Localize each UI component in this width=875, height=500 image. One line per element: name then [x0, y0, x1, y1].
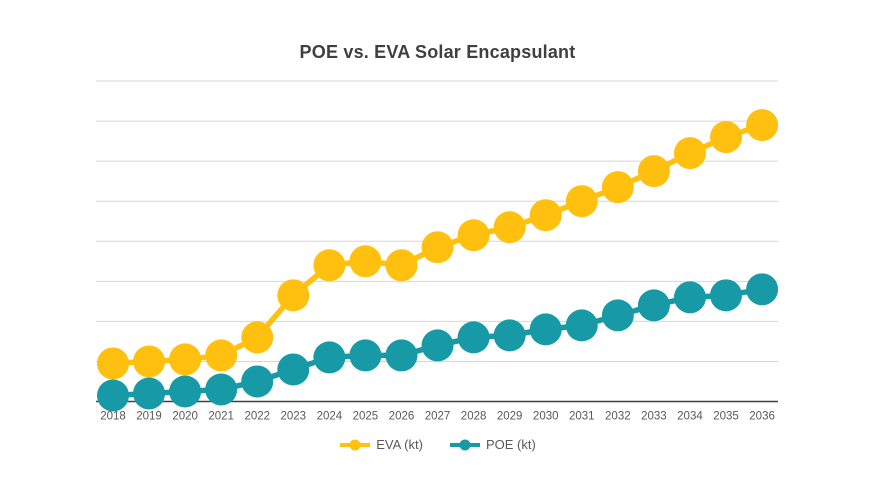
data-point-marker — [565, 185, 598, 218]
data-point-marker — [277, 353, 310, 386]
x-tick-label: 2025 — [353, 411, 379, 423]
data-point-marker — [601, 171, 634, 204]
eva-legend-marker-icon — [340, 439, 371, 450]
x-tick-label: 2022 — [244, 411, 270, 423]
x-tick-label: 2021 — [208, 411, 234, 423]
data-point-marker — [385, 249, 418, 282]
data-point-marker — [349, 339, 382, 372]
data-point-marker — [97, 379, 129, 412]
data-point-marker — [529, 199, 562, 232]
legend-item-poe: POE (kt) — [449, 437, 536, 452]
x-tick-label: 2028 — [461, 411, 487, 423]
data-point-marker — [241, 365, 274, 398]
data-point-marker — [637, 289, 670, 322]
gridlines — [96, 80, 778, 362]
data-point-marker — [710, 121, 743, 154]
data-point-marker — [673, 281, 706, 314]
data-point-marker — [205, 339, 238, 372]
data-point-marker — [313, 341, 346, 374]
data-point-marker — [493, 319, 526, 352]
chart-legend: EVA (kt) POE (kt) — [0, 437, 875, 452]
x-tick-label: 2024 — [317, 411, 343, 423]
x-tick-label: 2029 — [497, 411, 523, 423]
x-axis-labels: 2018 2019 2020 2021 2022 2023 2024 2025 2026 2027… — [100, 411, 775, 423]
data-point-marker — [529, 313, 562, 346]
data-point-marker — [457, 321, 490, 354]
series-eva — [97, 109, 779, 380]
data-point-marker — [313, 249, 346, 282]
data-point-marker — [637, 155, 670, 188]
poe-legend-marker-icon — [449, 439, 480, 450]
data-point-marker — [169, 375, 202, 408]
chart-title: POE vs. EVA Solar Encapsulant — [299, 42, 576, 62]
data-point-marker — [565, 309, 598, 342]
data-point-marker — [169, 343, 202, 376]
data-point-marker — [493, 211, 526, 244]
x-tick-label: 2034 — [677, 411, 703, 423]
data-point-marker — [133, 345, 166, 378]
x-tick-label: 2036 — [749, 411, 775, 423]
data-point-marker — [277, 279, 310, 312]
legend-item-eva: EVA (kt) — [339, 437, 423, 452]
data-point-marker — [746, 109, 779, 142]
data-point-marker — [97, 347, 129, 380]
data-point-marker — [385, 339, 418, 372]
x-tick-label: 2027 — [425, 411, 451, 423]
data-point-marker — [710, 279, 743, 312]
legend-label-eva: EVA (kt) — [376, 437, 423, 452]
x-tick-label: 2032 — [605, 411, 631, 423]
x-tick-label: 2020 — [172, 411, 198, 423]
x-tick-label: 2018 — [100, 411, 126, 423]
x-tick-label: 2033 — [641, 411, 667, 423]
data-point-marker — [457, 219, 490, 252]
data-point-marker — [133, 377, 166, 410]
x-tick-label: 2030 — [533, 411, 559, 423]
x-tick-label: 2035 — [713, 411, 739, 423]
data-point-marker — [241, 321, 274, 354]
x-tick-label: 2019 — [136, 411, 162, 423]
data-point-marker — [205, 373, 238, 406]
data-point-marker — [421, 231, 454, 264]
data-point-marker — [746, 273, 779, 306]
data-point-marker — [673, 137, 706, 170]
series-poe — [97, 273, 779, 412]
x-tick-label: 2023 — [281, 411, 307, 423]
data-point-marker — [349, 245, 382, 278]
legend-label-poe: POE (kt) — [485, 437, 536, 452]
x-tick-label: 2026 — [389, 411, 415, 423]
x-tick-label: 2031 — [569, 411, 595, 423]
data-point-marker — [421, 329, 454, 362]
data-point-marker — [601, 299, 634, 332]
